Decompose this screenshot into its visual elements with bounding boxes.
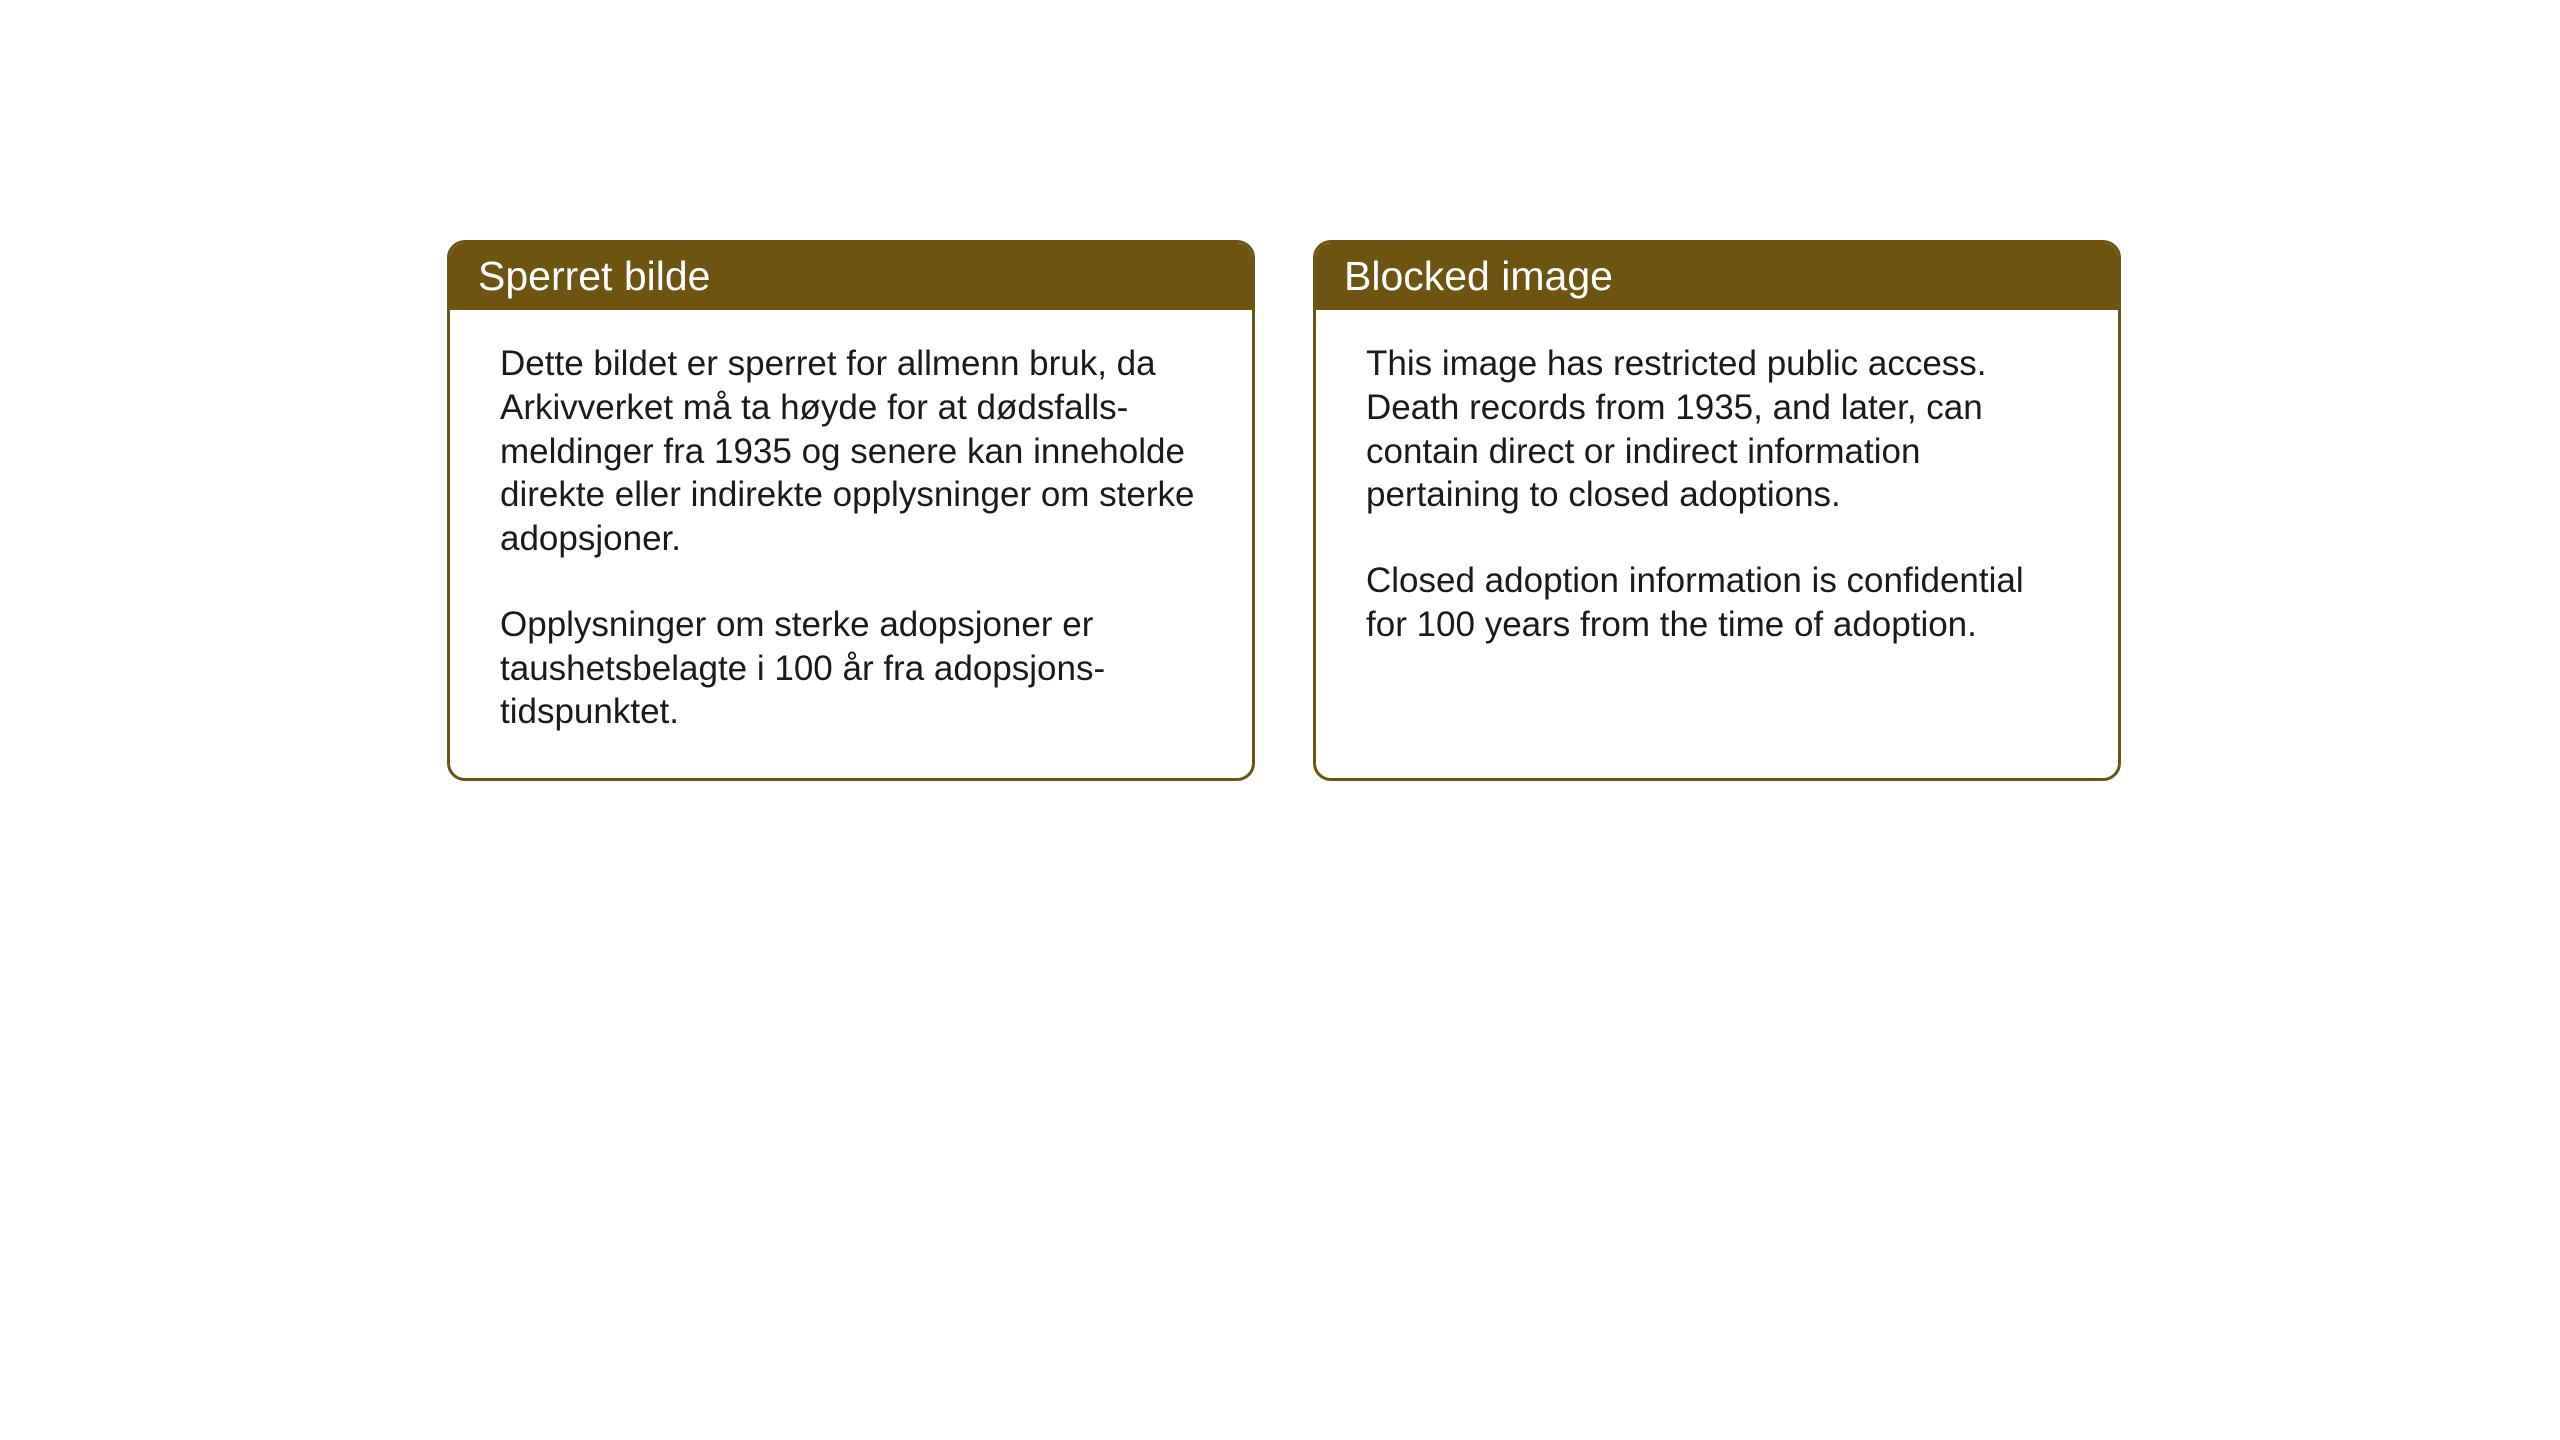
notice-paragraph: Closed adoption information is confident…	[1366, 559, 2068, 647]
notice-paragraph: Dette bildet er sperret for allmenn bruk…	[500, 342, 1202, 561]
notice-box-english: Blocked image This image has restricted …	[1313, 240, 2121, 781]
notice-paragraph: This image has restricted public access.…	[1366, 342, 2068, 517]
notice-body-english: This image has restricted public access.…	[1316, 310, 2118, 691]
notice-header-norwegian: Sperret bilde	[450, 243, 1252, 310]
notice-body-norwegian: Dette bildet er sperret for allmenn bruk…	[450, 310, 1252, 778]
notice-header-english: Blocked image	[1316, 243, 2118, 310]
notice-paragraph: Opplysninger om sterke adopsjoner er tau…	[500, 603, 1202, 734]
notices-container: Sperret bilde Dette bildet er sperret fo…	[447, 240, 2121, 781]
notice-box-norwegian: Sperret bilde Dette bildet er sperret fo…	[447, 240, 1255, 781]
